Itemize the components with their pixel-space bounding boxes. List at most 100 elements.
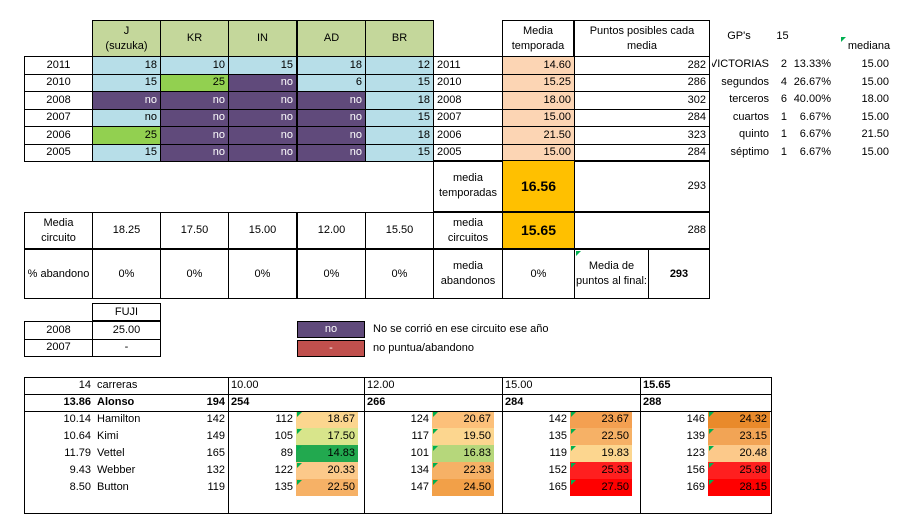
standings-scenario-4[interactable]: 15.65	[643, 379, 671, 392]
media-circuitos-value[interactable]: 15.65	[502, 212, 575, 249]
driver-projected-points[interactable]: 152	[548, 464, 567, 477]
season-circuit-result[interactable]: 10	[160, 56, 229, 75]
abandono-value[interactable]: 0%	[365, 249, 434, 299]
season-year[interactable]: 2005	[24, 143, 93, 162]
season-circuit-result[interactable]: no	[160, 143, 229, 162]
driver-projected-points[interactable]: 146	[686, 413, 705, 426]
media-puntos-final-label[interactable]: Media de puntos al final:	[574, 249, 649, 299]
season-puntos[interactable]: 302	[574, 91, 710, 110]
season-media[interactable]: 15.25	[502, 73, 575, 92]
standings-scenario-1[interactable]: 10.00	[231, 379, 259, 392]
driver-projected-points[interactable]: 165	[548, 481, 567, 494]
season-circuit-result[interactable]: no	[297, 143, 366, 162]
gps-row-median[interactable]: 15.00	[861, 145, 889, 158]
abandono-value[interactable]: 0%	[228, 249, 297, 299]
driver-projected-points[interactable]: 119	[549, 447, 567, 460]
season-puntos[interactable]: 282	[574, 56, 710, 75]
circuit-header[interactable]: KR	[160, 20, 229, 57]
driver-projected-points[interactable]: 112	[275, 413, 293, 426]
driver-diff-needed[interactable]: 28.15	[708, 479, 770, 496]
season-circuit-result[interactable]: no	[228, 126, 297, 145]
driver-projected-points[interactable]: 123	[686, 447, 705, 460]
driver-diff-needed[interactable]: 23.15	[708, 428, 770, 445]
driver-projected-points[interactable]: 101	[410, 447, 429, 460]
gps-row-pct[interactable]: 6.67%	[799, 128, 831, 141]
season-circuit-result[interactable]: 18	[365, 91, 434, 110]
season-media[interactable]: 15.00	[502, 108, 575, 127]
driver-diff-needed[interactable]: 22.50	[296, 479, 358, 496]
standings-scenario-2[interactable]: 12.00	[367, 379, 395, 392]
gps-row-median[interactable]: 21.50	[861, 128, 889, 141]
season-circuit-result[interactable]: 6	[297, 73, 366, 92]
season-year[interactable]: 2008	[24, 91, 93, 110]
driver-diff-needed[interactable]: 17.50	[296, 428, 358, 445]
season-circuit-result[interactable]: 12	[365, 56, 434, 75]
season-circuit-result[interactable]: 15	[92, 73, 161, 92]
season-circuit-result[interactable]: 15	[365, 143, 434, 162]
season-circuit-result[interactable]: no	[297, 108, 366, 127]
season-circuit-result[interactable]: 15	[92, 143, 161, 162]
season-year[interactable]: 2006	[24, 126, 93, 145]
media-circuito-value[interactable]: 15.50	[365, 212, 434, 249]
leader-p4[interactable]: 288	[643, 396, 662, 409]
gps-row-count[interactable]: 1	[780, 128, 787, 141]
gps-row-median[interactable]: 15.00	[861, 58, 889, 71]
driver-diff-needed[interactable]: 23.67	[570, 411, 632, 428]
season-year-2[interactable]: 2006	[433, 126, 503, 145]
driver-name[interactable]: Kimi	[97, 430, 119, 443]
circuit-header[interactable]: J (suzuka)	[92, 20, 161, 57]
media-temporadas-puntos[interactable]: 293	[574, 160, 710, 212]
driver-points[interactable]: 142	[206, 413, 225, 426]
fuji-header[interactable]: FUJI	[92, 303, 161, 321]
driver-avg[interactable]: 11.79	[64, 447, 91, 460]
leader-points[interactable]: 194	[206, 396, 225, 409]
media-circuitos-label[interactable]: media circuitos	[433, 212, 503, 249]
season-circuit-result[interactable]: no	[160, 108, 229, 127]
gps-row-pct[interactable]: 6.67%	[799, 110, 831, 123]
legend-red-swatch[interactable]: -	[297, 340, 365, 357]
driver-diff-needed[interactable]: 24.32	[708, 411, 770, 428]
driver-points[interactable]: 132	[206, 464, 225, 477]
legend-red-text[interactable]: no puntua/abandono	[373, 342, 474, 355]
driver-avg[interactable]: 8.50	[69, 481, 91, 494]
season-circuit-result[interactable]: no	[160, 91, 229, 110]
gps-row-name[interactable]: séptimo	[730, 145, 769, 158]
abandono-label[interactable]: % abandono	[24, 249, 93, 299]
season-puntos[interactable]: 284	[574, 108, 710, 127]
season-media[interactable]: 14.60	[502, 56, 575, 75]
season-circuit-result[interactable]: 25	[160, 73, 229, 92]
driver-name[interactable]: Vettel	[97, 447, 125, 460]
media-circuito-value[interactable]: 15.00	[228, 212, 297, 249]
abandono-value[interactable]: 0%	[92, 249, 161, 299]
season-circuit-result[interactable]: 18	[297, 56, 366, 75]
driver-diff-needed[interactable]: 16.83	[432, 445, 494, 462]
season-media[interactable]: 18.00	[502, 91, 575, 110]
season-year-2[interactable]: 2008	[433, 91, 503, 110]
driver-projected-points[interactable]: 117	[411, 430, 429, 443]
gps-row-pct[interactable]: 6.67%	[799, 145, 831, 158]
driver-projected-points[interactable]: 147	[410, 481, 429, 494]
driver-diff-needed[interactable]: 19.83	[570, 445, 632, 462]
leader-name[interactable]: Alonso	[97, 396, 135, 409]
media-circuitos-puntos[interactable]: 288	[574, 212, 710, 249]
standings-race-count[interactable]: 14	[78, 379, 91, 392]
media-circuito-label[interactable]: Media circuito	[24, 212, 93, 249]
fuji-year[interactable]: 2008	[24, 321, 93, 340]
media-temporada-header[interactable]: Media temporada	[502, 20, 574, 57]
fuji-value[interactable]: -	[92, 338, 161, 357]
season-circuit-result[interactable]: 18	[365, 126, 434, 145]
season-circuit-result[interactable]: 15	[365, 73, 434, 92]
driver-projected-points[interactable]: 156	[686, 464, 705, 477]
driver-diff-needed[interactable]: 24.50	[432, 479, 494, 496]
gps-row-name[interactable]: segundos	[721, 75, 769, 88]
driver-diff-needed[interactable]: 20.48	[708, 445, 770, 462]
season-circuit-result[interactable]: no	[228, 143, 297, 162]
driver-projected-points[interactable]: 89	[280, 447, 293, 460]
driver-projected-points[interactable]: 139	[686, 430, 705, 443]
gps-label[interactable]: GP's	[727, 29, 751, 42]
driver-diff-needed[interactable]: 14.83	[296, 445, 358, 462]
leader-p3[interactable]: 284	[505, 396, 524, 409]
driver-points[interactable]: 119	[207, 481, 225, 494]
season-puntos[interactable]: 286	[574, 73, 710, 92]
gps-row-pct[interactable]: 40.00%	[793, 93, 831, 106]
